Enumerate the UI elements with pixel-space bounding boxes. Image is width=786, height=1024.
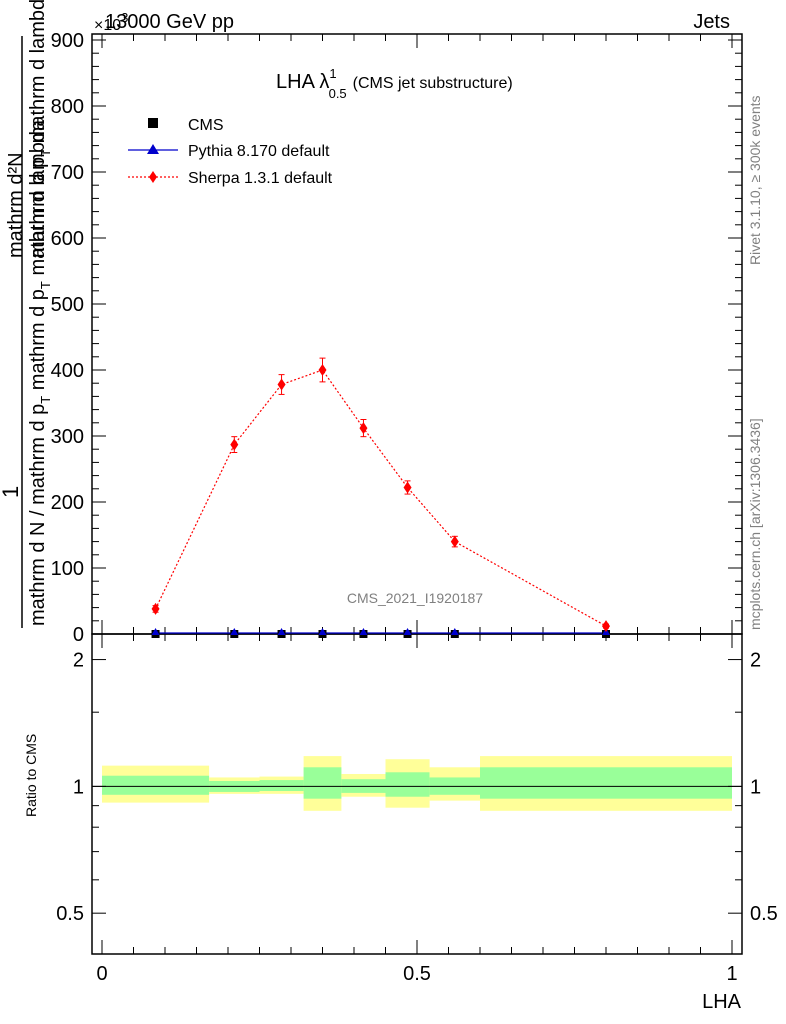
ratio-axis-ticks: 0.5 0.5 1 1 2 2 <box>56 650 778 926</box>
pythia-data-point <box>450 628 459 635</box>
sherpa-data-point <box>359 422 368 435</box>
legend: CMS Pythia 8.170 default Sherpa 1.3.1 de… <box>128 117 333 187</box>
pythia-data-point <box>151 628 160 635</box>
legend-pythia-label: Pythia 8.170 default <box>188 143 330 160</box>
x-tick-label: 1 <box>726 963 737 985</box>
ratio-tick-label: 2 <box>73 650 84 672</box>
ratio-inner-band <box>385 772 430 797</box>
legend-sherpa-label: Sherpa 1.3.1 default <box>188 170 333 187</box>
ratio-bands <box>102 756 732 811</box>
ratio-tick-label: 0.5 <box>56 903 84 925</box>
ratio-tick-label-right: 2 <box>750 650 761 672</box>
ratio-inner-band <box>102 775 210 795</box>
header-left: 13000 GeV pp <box>105 11 234 33</box>
sherpa-data-point <box>230 438 239 451</box>
y-tick-label: 500 <box>51 294 84 316</box>
x-tick-label: 0.5 <box>403 963 431 985</box>
ylabel-numerator: mathrm d²N <box>5 152 27 258</box>
y-tick-label: 600 <box>51 228 84 250</box>
y-tick-label: 100 <box>51 558 84 580</box>
ylabel-numerator-tail: mathrm d pT mathrm d lambda <box>27 0 53 258</box>
x-tick-label: 0 <box>96 963 107 985</box>
sherpa-data-point <box>151 602 160 615</box>
ratio-ylabel: Ratio to CMS <box>23 734 39 817</box>
y-tick-label: 300 <box>51 426 84 448</box>
ylabel-denominator: mathrm d N / mathrm d pT mathrm d pT mat… <box>27 119 53 626</box>
header-right: Jets <box>693 11 730 33</box>
pythia-data-point <box>230 628 239 635</box>
ratio-tick-label-right: 1 <box>750 776 761 798</box>
sherpa-data-point <box>277 378 286 391</box>
data-series <box>151 357 610 638</box>
sherpa-data-point <box>602 620 610 633</box>
y-tick-label: 400 <box>51 360 84 382</box>
ylabel-leading-one: 1 <box>0 486 23 498</box>
y-tick-label: 800 <box>51 96 84 118</box>
pythia-data-point <box>277 628 286 635</box>
y-exponent: ×103 <box>94 10 128 34</box>
rivet-version-text: Rivet 3.1.10, ≥ 300k events <box>747 95 763 265</box>
analysis-watermark: CMS_2021_I1920187 <box>347 590 483 606</box>
mcplots-credit-text: mcplots.cern.ch [arXiv:1306.3436] <box>747 418 763 630</box>
legend-pythia-marker <box>147 144 159 154</box>
y-tick-label: 700 <box>51 162 84 184</box>
y-tick-label: 200 <box>51 492 84 514</box>
y-axis-label: mathrm d²N mathrm d pT mathrm d lambda 1… <box>0 0 53 628</box>
x-axis-label: LHA <box>702 991 742 1013</box>
sherpa-data-point <box>450 535 459 548</box>
pythia-data-point <box>318 628 327 635</box>
sherpa-data-point <box>403 481 412 494</box>
ratio-inner-band <box>303 767 342 799</box>
ratio-inner-band <box>480 767 732 799</box>
legend-sherpa-marker <box>149 171 157 183</box>
sherpa-series-line <box>155 369 607 627</box>
legend-cms-label: CMS <box>188 117 224 134</box>
pythia-data-point <box>359 628 368 635</box>
ratio-tick-label-right: 0.5 <box>750 903 778 925</box>
ratio-inner-band <box>259 780 304 792</box>
sherpa-data-point <box>318 364 327 376</box>
pythia-data-point <box>403 628 412 635</box>
y-axis-ticks: 0 100 200 300 400 500 600 700 800 900 <box>51 30 742 646</box>
ratio-tick-label: 1 <box>73 776 84 798</box>
plot-title: LHA λ1 0.5(CMS jet substructure) <box>276 66 513 101</box>
y-tick-label: 0 <box>73 624 84 646</box>
legend-cms-marker <box>148 118 158 128</box>
y-tick-label: 900 <box>51 30 84 52</box>
